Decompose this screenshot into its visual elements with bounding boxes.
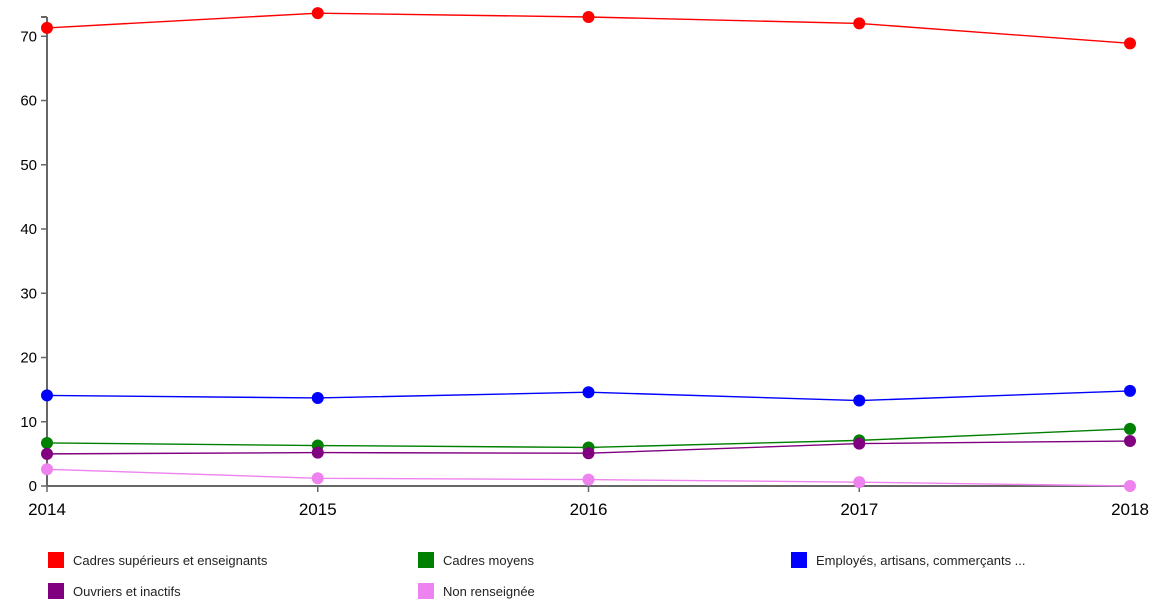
x-tick-label: 2016 bbox=[570, 500, 608, 519]
data-point-non-renseignee bbox=[582, 473, 595, 486]
legend-swatch bbox=[791, 552, 807, 568]
legend-swatch bbox=[48, 583, 64, 599]
chart-series-lines bbox=[46, 12, 1131, 487]
chart-series-points bbox=[41, 7, 1136, 492]
x-tick-label: 2017 bbox=[840, 500, 878, 519]
data-point-employes-artisans-commercants bbox=[582, 386, 595, 399]
legend-label: Employés, artisans, commerçants ... bbox=[816, 552, 1026, 568]
legend-swatch bbox=[48, 552, 64, 568]
data-point-ouvriers-et-inactifs bbox=[582, 447, 595, 460]
legend-item-ouvriers-et-inactifs[interactable]: Ouvriers et inactifs bbox=[48, 581, 181, 601]
legend-label: Non renseignée bbox=[443, 583, 535, 599]
chart-legend: Cadres supérieurs et enseignants Cadres m… bbox=[48, 550, 1148, 601]
data-point-ouvriers-et-inactifs bbox=[311, 446, 324, 459]
x-tick-label: 2015 bbox=[299, 500, 337, 519]
legend-swatch bbox=[418, 583, 434, 599]
data-point-non-renseignee bbox=[853, 476, 866, 489]
legend-label: Cadres moyens bbox=[443, 552, 535, 568]
legend-item-cadres-superieurs-et-enseignants[interactable]: Cadres supérieurs et enseignants bbox=[48, 550, 267, 570]
y-tick-label: 50 bbox=[20, 157, 37, 174]
data-point-cadres-moyens bbox=[1124, 422, 1136, 435]
legend-label: Cadres supérieurs et enseignants bbox=[73, 552, 268, 568]
y-tick-label: 20 bbox=[20, 350, 37, 367]
legend-swatch bbox=[418, 552, 434, 568]
data-point-ouvriers-et-inactifs bbox=[853, 437, 866, 450]
data-point-cadres-superieurs-et-enseignants bbox=[1124, 37, 1136, 50]
data-point-cadres-superieurs-et-enseignants bbox=[311, 7, 324, 20]
data-point-cadres-superieurs-et-enseignants bbox=[582, 11, 595, 23]
data-point-employes-artisans-commercants bbox=[1124, 384, 1136, 397]
x-tick-label: 2018 bbox=[1111, 500, 1149, 519]
legend-item-non-renseignee[interactable]: Non renseignée bbox=[418, 581, 535, 601]
data-point-ouvriers-et-inactifs bbox=[1124, 435, 1136, 448]
y-tick-label: 70 bbox=[20, 28, 37, 45]
line-chart: 0 10 20 30 40 50 60 70 2014 2015 2016 2017 2018 bbox=[20, 7, 1149, 519]
data-point-ouvriers-et-inactifs bbox=[41, 447, 53, 460]
data-point-cadres-moyens bbox=[41, 436, 53, 449]
y-tick-label: 0 bbox=[29, 478, 37, 495]
legend-label: Ouvriers et inactifs bbox=[73, 583, 181, 599]
y-tick-label: 40 bbox=[20, 221, 37, 238]
data-point-cadres-superieurs-et-enseignants bbox=[41, 21, 53, 34]
x-tick-label: 2014 bbox=[28, 500, 66, 519]
data-point-non-renseignee bbox=[311, 472, 324, 485]
y-tick-label: 30 bbox=[20, 285, 37, 302]
legend-item-employes-artisans-commercants[interactable]: Employés, artisans, commerçants ... bbox=[791, 550, 1026, 570]
legend-item-cadres-moyens[interactable]: Cadres moyens bbox=[418, 550, 534, 570]
data-point-employes-artisans-commercants bbox=[853, 394, 866, 407]
data-point-employes-artisans-commercants bbox=[41, 389, 53, 402]
data-point-cadres-superieurs-et-enseignants bbox=[853, 17, 866, 30]
y-tick-label: 10 bbox=[20, 414, 37, 431]
data-point-employes-artisans-commercants bbox=[311, 391, 324, 404]
chart-axes: 0 10 20 30 40 50 60 70 2014 2015 2016 2017 2018 bbox=[20, 16, 1149, 519]
y-tick-label: 60 bbox=[20, 93, 37, 110]
data-point-non-renseignee bbox=[1124, 480, 1136, 492]
data-point-non-renseignee bbox=[41, 463, 53, 476]
